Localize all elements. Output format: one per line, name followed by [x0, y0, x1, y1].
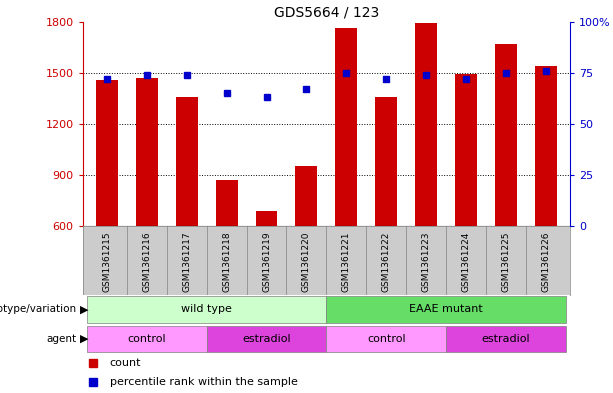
Text: GSM1361218: GSM1361218 [222, 231, 231, 292]
Bar [327, 296, 566, 323]
Bar [96, 79, 118, 226]
Text: wild type: wild type [181, 305, 232, 314]
Text: GSM1361222: GSM1361222 [382, 231, 391, 292]
Text: GSM1361219: GSM1361219 [262, 231, 271, 292]
Text: GSM1361216: GSM1361216 [142, 231, 151, 292]
Text: genotype/variation: genotype/variation [0, 305, 77, 314]
Bar [335, 28, 357, 226]
Text: GSM1361215: GSM1361215 [102, 231, 111, 292]
Text: control: control [128, 334, 166, 344]
Text: GSM1361226: GSM1361226 [542, 231, 550, 292]
Bar [176, 97, 197, 226]
Bar [295, 166, 318, 226]
Bar [216, 180, 238, 226]
Bar [495, 44, 517, 226]
Bar [207, 326, 327, 352]
Text: estradiol: estradiol [482, 334, 530, 344]
Bar [415, 23, 437, 226]
Text: percentile rank within the sample: percentile rank within the sample [110, 377, 297, 387]
Text: EAAE mutant: EAAE mutant [409, 305, 483, 314]
Bar [87, 296, 327, 323]
Bar [446, 326, 566, 352]
Text: ▶: ▶ [80, 305, 88, 314]
Bar [375, 97, 397, 226]
Text: agent: agent [47, 334, 77, 344]
Text: estradiol: estradiol [242, 334, 291, 344]
Text: GSM1361225: GSM1361225 [501, 231, 511, 292]
Text: count: count [110, 358, 141, 367]
Bar [135, 78, 158, 226]
Bar [455, 74, 477, 226]
Text: ▶: ▶ [80, 334, 88, 344]
Title: GDS5664 / 123: GDS5664 / 123 [274, 5, 379, 19]
Text: GSM1361220: GSM1361220 [302, 231, 311, 292]
Text: control: control [367, 334, 406, 344]
Text: GSM1361224: GSM1361224 [462, 231, 471, 292]
Bar [535, 66, 557, 226]
Bar [256, 211, 278, 226]
Text: GSM1361217: GSM1361217 [182, 231, 191, 292]
Text: GSM1361221: GSM1361221 [342, 231, 351, 292]
Bar [327, 326, 446, 352]
Bar [87, 326, 207, 352]
Text: GSM1361223: GSM1361223 [422, 231, 431, 292]
